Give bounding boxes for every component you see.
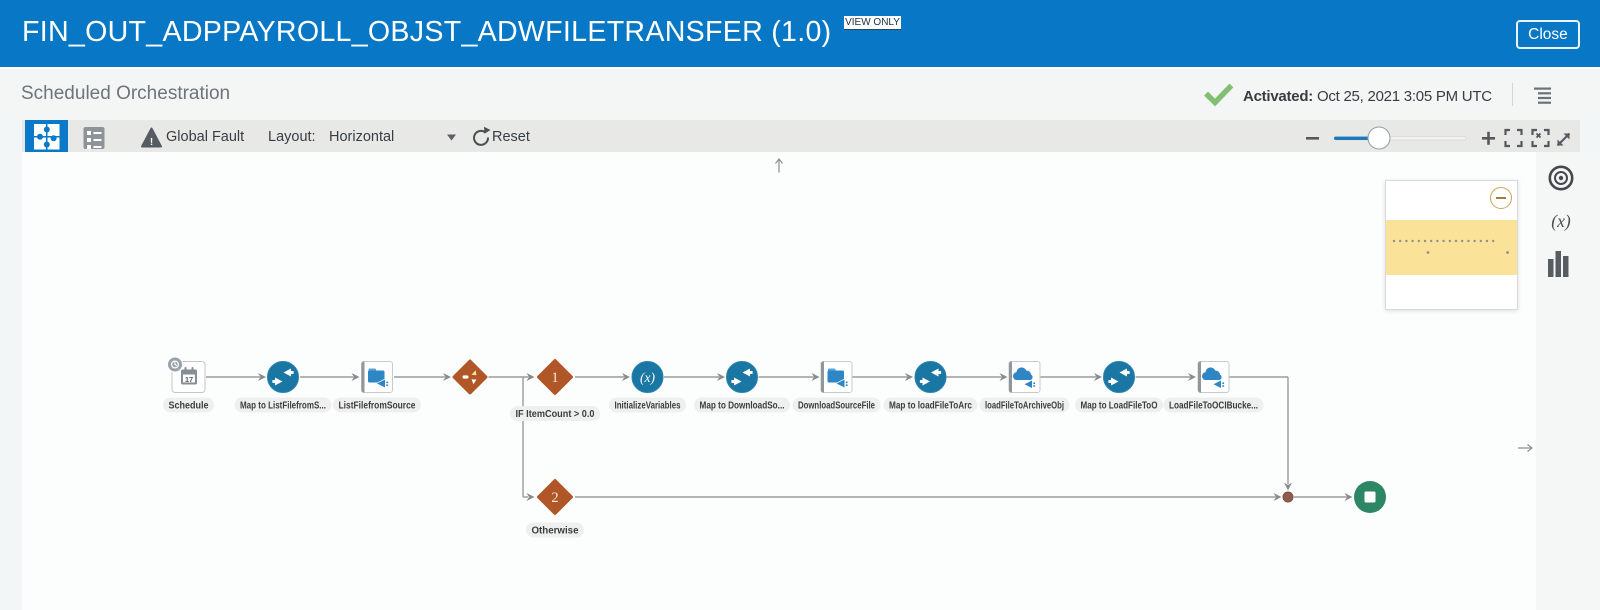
- svg-text:loadFileToArchiveObj: loadFileToArchiveObj: [985, 400, 1064, 411]
- svg-text:DownloadSourceFile: DownloadSourceFile: [798, 400, 875, 411]
- svg-text:!: !: [150, 137, 153, 148]
- svg-text:InitializeVariables: InitializeVariables: [615, 400, 681, 411]
- svg-text:IF ItemCount > 0.0: IF ItemCount > 0.0: [516, 409, 595, 420]
- svg-text:Map to LoadFileToO: Map to LoadFileToO: [1081, 400, 1158, 411]
- svg-text:LoadFileToOCIBucke...: LoadFileToOCIBucke...: [1169, 400, 1258, 411]
- svg-text:Otherwise: Otherwise: [532, 525, 579, 536]
- svg-text:Map to loadFileToArc: Map to loadFileToArc: [889, 400, 972, 411]
- svg-text:Map to ListFilefromS...: Map to ListFilefromS...: [240, 400, 326, 411]
- svg-text:17: 17: [185, 375, 193, 384]
- svg-text:1: 1: [551, 370, 558, 386]
- svg-text:Map to DownloadSo...: Map to DownloadSo...: [700, 400, 785, 411]
- svg-text:Schedule: Schedule: [169, 400, 209, 411]
- svg-text:2: 2: [551, 490, 558, 506]
- svg-text:(x): (x): [640, 370, 655, 385]
- svg-text:ListFilefromSource: ListFilefromSource: [339, 400, 416, 411]
